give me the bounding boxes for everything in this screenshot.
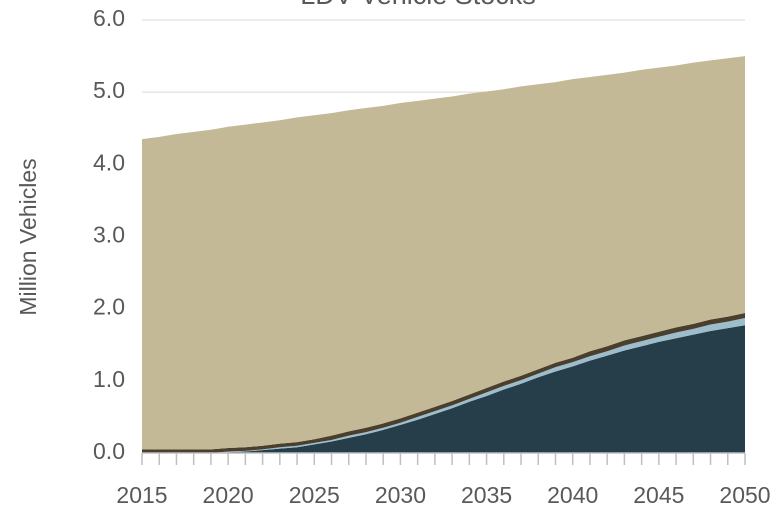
x-tick-label: 2015 — [116, 482, 167, 508]
x-tick-label: 2025 — [289, 482, 340, 508]
y-tick-label: 2.0 — [93, 294, 125, 320]
x-tick-label: 2045 — [633, 482, 684, 508]
x-tick-label: 2050 — [719, 482, 770, 508]
area — [142, 318, 745, 453]
x-tick-label: 2020 — [203, 482, 254, 508]
x-tick-label: 2040 — [547, 482, 598, 508]
area — [142, 325, 745, 453]
y-tick-label: 4.0 — [93, 149, 125, 175]
area — [142, 312, 745, 453]
y-tick-label: 5.0 — [93, 77, 125, 103]
y-tick-label: 6.0 — [93, 5, 125, 31]
chart-title: LDV Vehicle Stocks — [300, 0, 536, 10]
x-tick-label: 2035 — [461, 482, 512, 508]
area — [142, 56, 745, 450]
y-tick-label: 1.0 — [93, 366, 125, 392]
y-tick-label: 0.0 — [93, 438, 125, 464]
y-axis-label: Million Vehicles — [15, 158, 41, 315]
y-tick-label: 3.0 — [93, 222, 125, 248]
x-tick-label: 2030 — [375, 482, 426, 508]
